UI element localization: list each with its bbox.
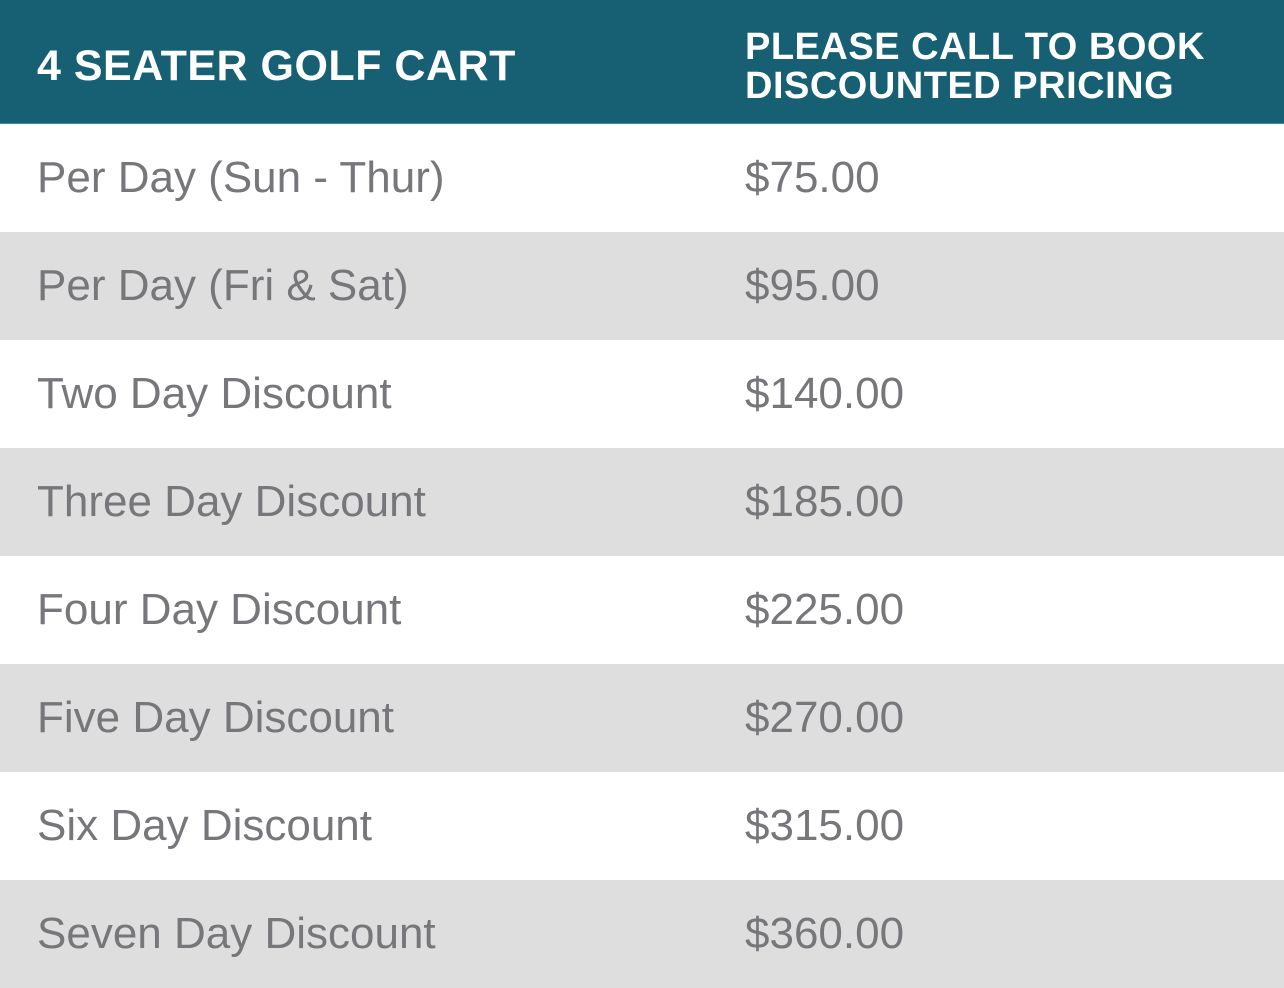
price-table-body: Per Day (Sun - Thur) $75.00 Per Day (Fri &… — [0, 124, 1284, 988]
rate-price: $225.00 — [745, 585, 905, 634]
rate-price: $95.00 — [745, 261, 880, 310]
rate-label: Per Day (Sun - Thur) — [37, 153, 445, 202]
table-row: Seven Day Discount $360.00 — [0, 880, 1284, 988]
rate-label: Five Day Discount — [37, 693, 395, 742]
booking-note: PLEASE CALL TO BOOK DISCOUNTED PRICING — [745, 28, 1205, 106]
table-row: Per Day (Sun - Thur) $75.00 — [0, 124, 1284, 232]
product-title: 4 SEATER GOLF CART — [37, 42, 516, 90]
table-row: Three Day Discount $185.00 — [0, 448, 1284, 556]
rate-price: $315.00 — [745, 801, 905, 850]
booking-note-line1: PLEASE CALL TO BOOK — [745, 26, 1205, 68]
table-header: 4 SEATER GOLF CART PLEASE CALL TO BOOK D… — [0, 0, 1284, 124]
table-row: Four Day Discount $225.00 — [0, 556, 1284, 664]
rate-price: $270.00 — [745, 693, 905, 742]
table-row: Six Day Discount $315.00 — [0, 772, 1284, 880]
booking-note-line2: DISCOUNTED PRICING — [745, 65, 1175, 107]
rate-label: Six Day Discount — [37, 801, 373, 850]
table-row: Per Day (Fri & Sat) $95.00 — [0, 232, 1284, 340]
rate-price: $140.00 — [745, 369, 905, 418]
rate-label: Per Day (Fri & Sat) — [37, 261, 409, 310]
rate-label: Seven Day Discount — [37, 909, 436, 958]
rate-label: Four Day Discount — [37, 585, 402, 634]
rate-price: $360.00 — [745, 909, 905, 958]
rate-price: $185.00 — [745, 477, 905, 526]
table-row: Five Day Discount $270.00 — [0, 664, 1284, 772]
table-row: Two Day Discount $140.00 — [0, 340, 1284, 448]
rate-label: Two Day Discount — [37, 369, 392, 418]
rate-price: $75.00 — [745, 153, 880, 202]
rate-label: Three Day Discount — [37, 477, 426, 526]
